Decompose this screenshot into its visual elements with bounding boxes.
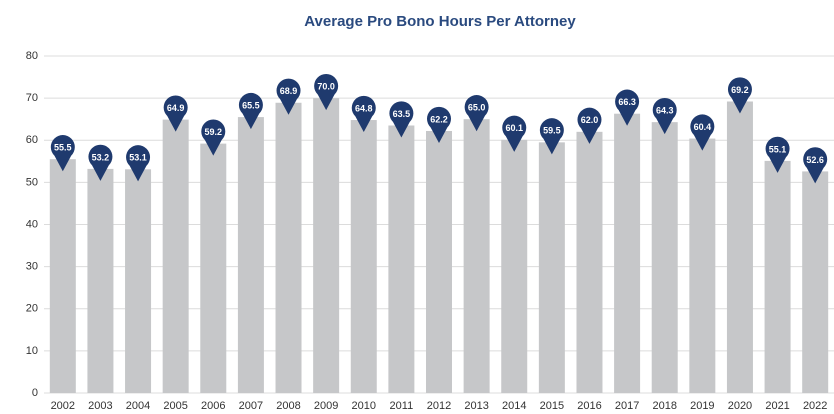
value-label: 55.1	[769, 144, 787, 154]
bar	[651, 122, 678, 393]
value-label: 69.2	[731, 85, 749, 95]
bar	[162, 119, 189, 393]
value-label: 53.2	[92, 152, 110, 162]
y-tick-label: 80	[26, 50, 38, 62]
value-label: 55.5	[54, 143, 72, 153]
value-label: 62.0	[581, 115, 599, 125]
x-tick-label: 2018	[652, 400, 676, 412]
value-pin	[276, 78, 301, 115]
x-tick-label: 2010	[352, 400, 376, 412]
value-pin	[389, 101, 414, 138]
x-tick-label: 2019	[690, 400, 714, 412]
value-pin	[351, 95, 376, 133]
value-pin	[427, 106, 451, 143]
bar	[802, 171, 829, 393]
value-label: 70.0	[317, 82, 335, 92]
value-label: 64.3	[656, 106, 674, 116]
y-tick-label: 0	[32, 387, 38, 399]
bar	[388, 125, 415, 393]
x-tick-label: 2014	[502, 400, 526, 412]
y-tick-label: 20	[26, 303, 38, 315]
x-tick-label: 2007	[239, 400, 263, 412]
x-tick-label: 2015	[540, 400, 564, 412]
x-tick-label: 2020	[728, 400, 752, 412]
value-pin	[50, 135, 75, 172]
bar	[275, 102, 302, 393]
value-label: 60.1	[505, 123, 523, 133]
value-label: 65.0	[468, 103, 486, 113]
x-tick-label: 2022	[803, 400, 827, 412]
x-tick-label: 2016	[577, 400, 601, 412]
value-pin	[803, 147, 828, 184]
value-label: 60.4	[694, 122, 712, 132]
bar	[726, 101, 753, 394]
y-tick-label: 50	[26, 176, 38, 188]
bar	[689, 138, 716, 393]
value-label: 52.6	[806, 155, 824, 165]
value-pin	[314, 73, 339, 111]
x-tick-label: 2006	[201, 400, 225, 412]
bar	[200, 143, 227, 393]
x-tick-label: 2009	[314, 400, 338, 412]
value-pin	[765, 136, 790, 173]
y-tick-label: 70	[26, 92, 38, 104]
value-label: 64.8	[355, 103, 373, 113]
y-tick-label: 10	[26, 345, 38, 357]
value-label: 53.1	[129, 153, 147, 163]
y-tick-label: 30	[26, 261, 38, 273]
value-pin	[201, 119, 226, 156]
value-label: 66.3	[618, 97, 636, 107]
x-tick-label: 2013	[464, 400, 488, 412]
value-pin	[690, 114, 715, 151]
value-label: 59.2	[205, 127, 223, 137]
bar	[501, 139, 528, 393]
y-tick-label: 40	[26, 218, 38, 230]
bar	[764, 160, 791, 393]
value-pin	[577, 107, 602, 144]
value-label: 59.5	[543, 126, 561, 136]
value-label: 63.5	[393, 109, 411, 119]
y-tick-label: 60	[26, 134, 38, 146]
x-tick-label: 2003	[88, 400, 112, 412]
value-label: 62.2	[430, 114, 448, 124]
value-pin	[464, 95, 489, 132]
x-tick-label: 2004	[126, 400, 150, 412]
value-pin	[126, 145, 151, 182]
x-tick-label: 2005	[163, 400, 187, 412]
bar	[237, 117, 264, 394]
bar	[576, 131, 603, 393]
bar	[313, 98, 340, 393]
bar	[426, 130, 452, 394]
value-pin	[502, 115, 527, 152]
bar	[49, 159, 76, 393]
value-pin	[88, 144, 113, 181]
value-pin	[163, 95, 188, 132]
bar	[614, 113, 641, 394]
x-tick-label: 2012	[427, 400, 451, 412]
value-label: 68.9	[280, 86, 298, 96]
value-pin	[615, 89, 640, 126]
x-tick-label: 2008	[276, 400, 300, 412]
bar	[350, 120, 377, 393]
x-tick-label: 2002	[51, 400, 75, 412]
value-pin	[652, 97, 677, 135]
x-tick-label: 2017	[615, 400, 639, 412]
value-pin	[727, 77, 752, 114]
bar	[538, 142, 565, 393]
x-tick-label: 2011	[390, 400, 414, 412]
value-pin	[539, 118, 564, 155]
bar	[125, 169, 152, 393]
bar	[463, 119, 490, 393]
value-pin	[238, 92, 263, 130]
value-label: 65.5	[242, 100, 260, 110]
bar	[87, 168, 114, 393]
x-tick-label: 2021	[765, 400, 789, 412]
chart-title: Average Pro Bono Hours Per Attorney	[304, 13, 576, 30]
value-label: 64.9	[167, 103, 185, 113]
